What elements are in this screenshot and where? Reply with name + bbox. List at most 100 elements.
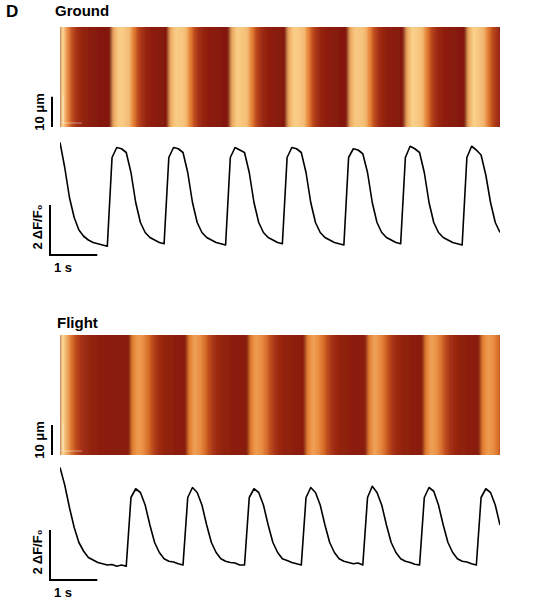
image-column — [221, 335, 226, 455]
image-column — [334, 335, 339, 455]
image-column — [429, 27, 434, 127]
image-column — [211, 335, 216, 455]
image-column — [197, 335, 202, 455]
image-column — [140, 335, 145, 455]
image-column — [245, 335, 250, 455]
panel-1: Flight10 μm1 s2 ΔF/F₀ — [30, 314, 501, 600]
image-column — [98, 335, 103, 455]
image-column — [386, 335, 391, 455]
image-column — [424, 335, 429, 455]
image-column — [79, 335, 84, 455]
image-column — [481, 335, 486, 455]
image-column — [462, 335, 467, 455]
image-column — [122, 335, 127, 455]
image-column — [259, 27, 264, 127]
image-column — [254, 335, 259, 455]
image-column — [93, 335, 98, 455]
image-column — [297, 335, 302, 455]
image-column — [372, 335, 377, 455]
image-column — [211, 27, 216, 127]
image-column — [491, 27, 496, 127]
image-column — [401, 335, 406, 455]
image-column — [311, 27, 316, 127]
image-column — [107, 27, 112, 127]
figure: D Ground10 μm1 s2 ΔF/F₀ Flight 10 μm 1 s 2 ΔF… — [0, 0, 535, 607]
image-column — [249, 27, 254, 127]
image-column — [325, 27, 330, 127]
image-column — [74, 335, 79, 455]
image-column — [263, 335, 268, 455]
image-column — [306, 335, 311, 455]
space-scale-bar — [51, 97, 53, 127]
image-column — [107, 335, 112, 455]
image-marker — [63, 423, 82, 451]
image-column — [117, 335, 122, 455]
image-column — [368, 335, 373, 455]
image-column — [476, 335, 481, 455]
image-column — [88, 335, 93, 455]
image-column — [500, 335, 501, 455]
image-column — [235, 335, 240, 455]
image-column — [386, 27, 391, 127]
title: Flight — [57, 314, 98, 331]
image-column — [268, 335, 273, 455]
image-column — [320, 27, 325, 127]
panel-0: Ground10 μm1 s2 ΔF/F₀ — [30, 2, 501, 275]
image-column — [491, 335, 496, 455]
image-column — [330, 335, 335, 455]
image-column — [486, 335, 491, 455]
image-column — [396, 335, 401, 455]
image-column — [65, 27, 70, 127]
image-column — [311, 335, 316, 455]
image-column — [391, 27, 396, 127]
image-column — [268, 27, 273, 127]
image-column — [178, 27, 183, 127]
image-column — [438, 335, 443, 455]
panel-label: D — [6, 2, 18, 21]
image-column — [344, 335, 349, 455]
image-column — [334, 27, 339, 127]
image-column — [424, 27, 429, 127]
image-column — [420, 27, 425, 127]
image-column — [287, 335, 292, 455]
image-column — [79, 27, 84, 127]
image-column — [500, 27, 501, 127]
image-column — [202, 27, 207, 127]
space-scale-label: 10 μm — [32, 421, 47, 459]
image-column — [150, 335, 155, 455]
image-column — [382, 27, 387, 127]
image-column — [377, 27, 382, 127]
image-column — [401, 27, 406, 127]
image-column — [126, 27, 131, 127]
image-column — [145, 27, 150, 127]
image-column — [429, 335, 434, 455]
image-column — [69, 27, 74, 127]
image-column — [301, 27, 306, 127]
image-column — [377, 335, 382, 455]
trace-area — [60, 468, 500, 567]
image-column — [344, 27, 349, 127]
image-column — [315, 335, 320, 455]
image-column — [330, 27, 335, 127]
image-column — [467, 335, 472, 455]
time-scale-label: 1 s — [54, 260, 72, 275]
image-column — [103, 335, 108, 455]
image-column — [230, 27, 235, 127]
image-column — [117, 27, 122, 127]
image-column — [136, 335, 141, 455]
image-column — [98, 27, 103, 127]
image-column — [410, 27, 415, 127]
image-column — [301, 335, 306, 455]
image-column — [278, 27, 283, 127]
image-column — [145, 335, 150, 455]
amplitude-scale-label: 2 ΔF/F₀ — [30, 529, 45, 574]
image-columns — [60, 335, 500, 455]
image-column — [159, 27, 164, 127]
image-column — [363, 335, 368, 455]
image-column — [235, 27, 240, 127]
image-column — [126, 335, 131, 455]
image-column — [174, 27, 179, 127]
image-column — [65, 335, 70, 455]
image-column — [131, 335, 136, 455]
image-column — [188, 27, 193, 127]
